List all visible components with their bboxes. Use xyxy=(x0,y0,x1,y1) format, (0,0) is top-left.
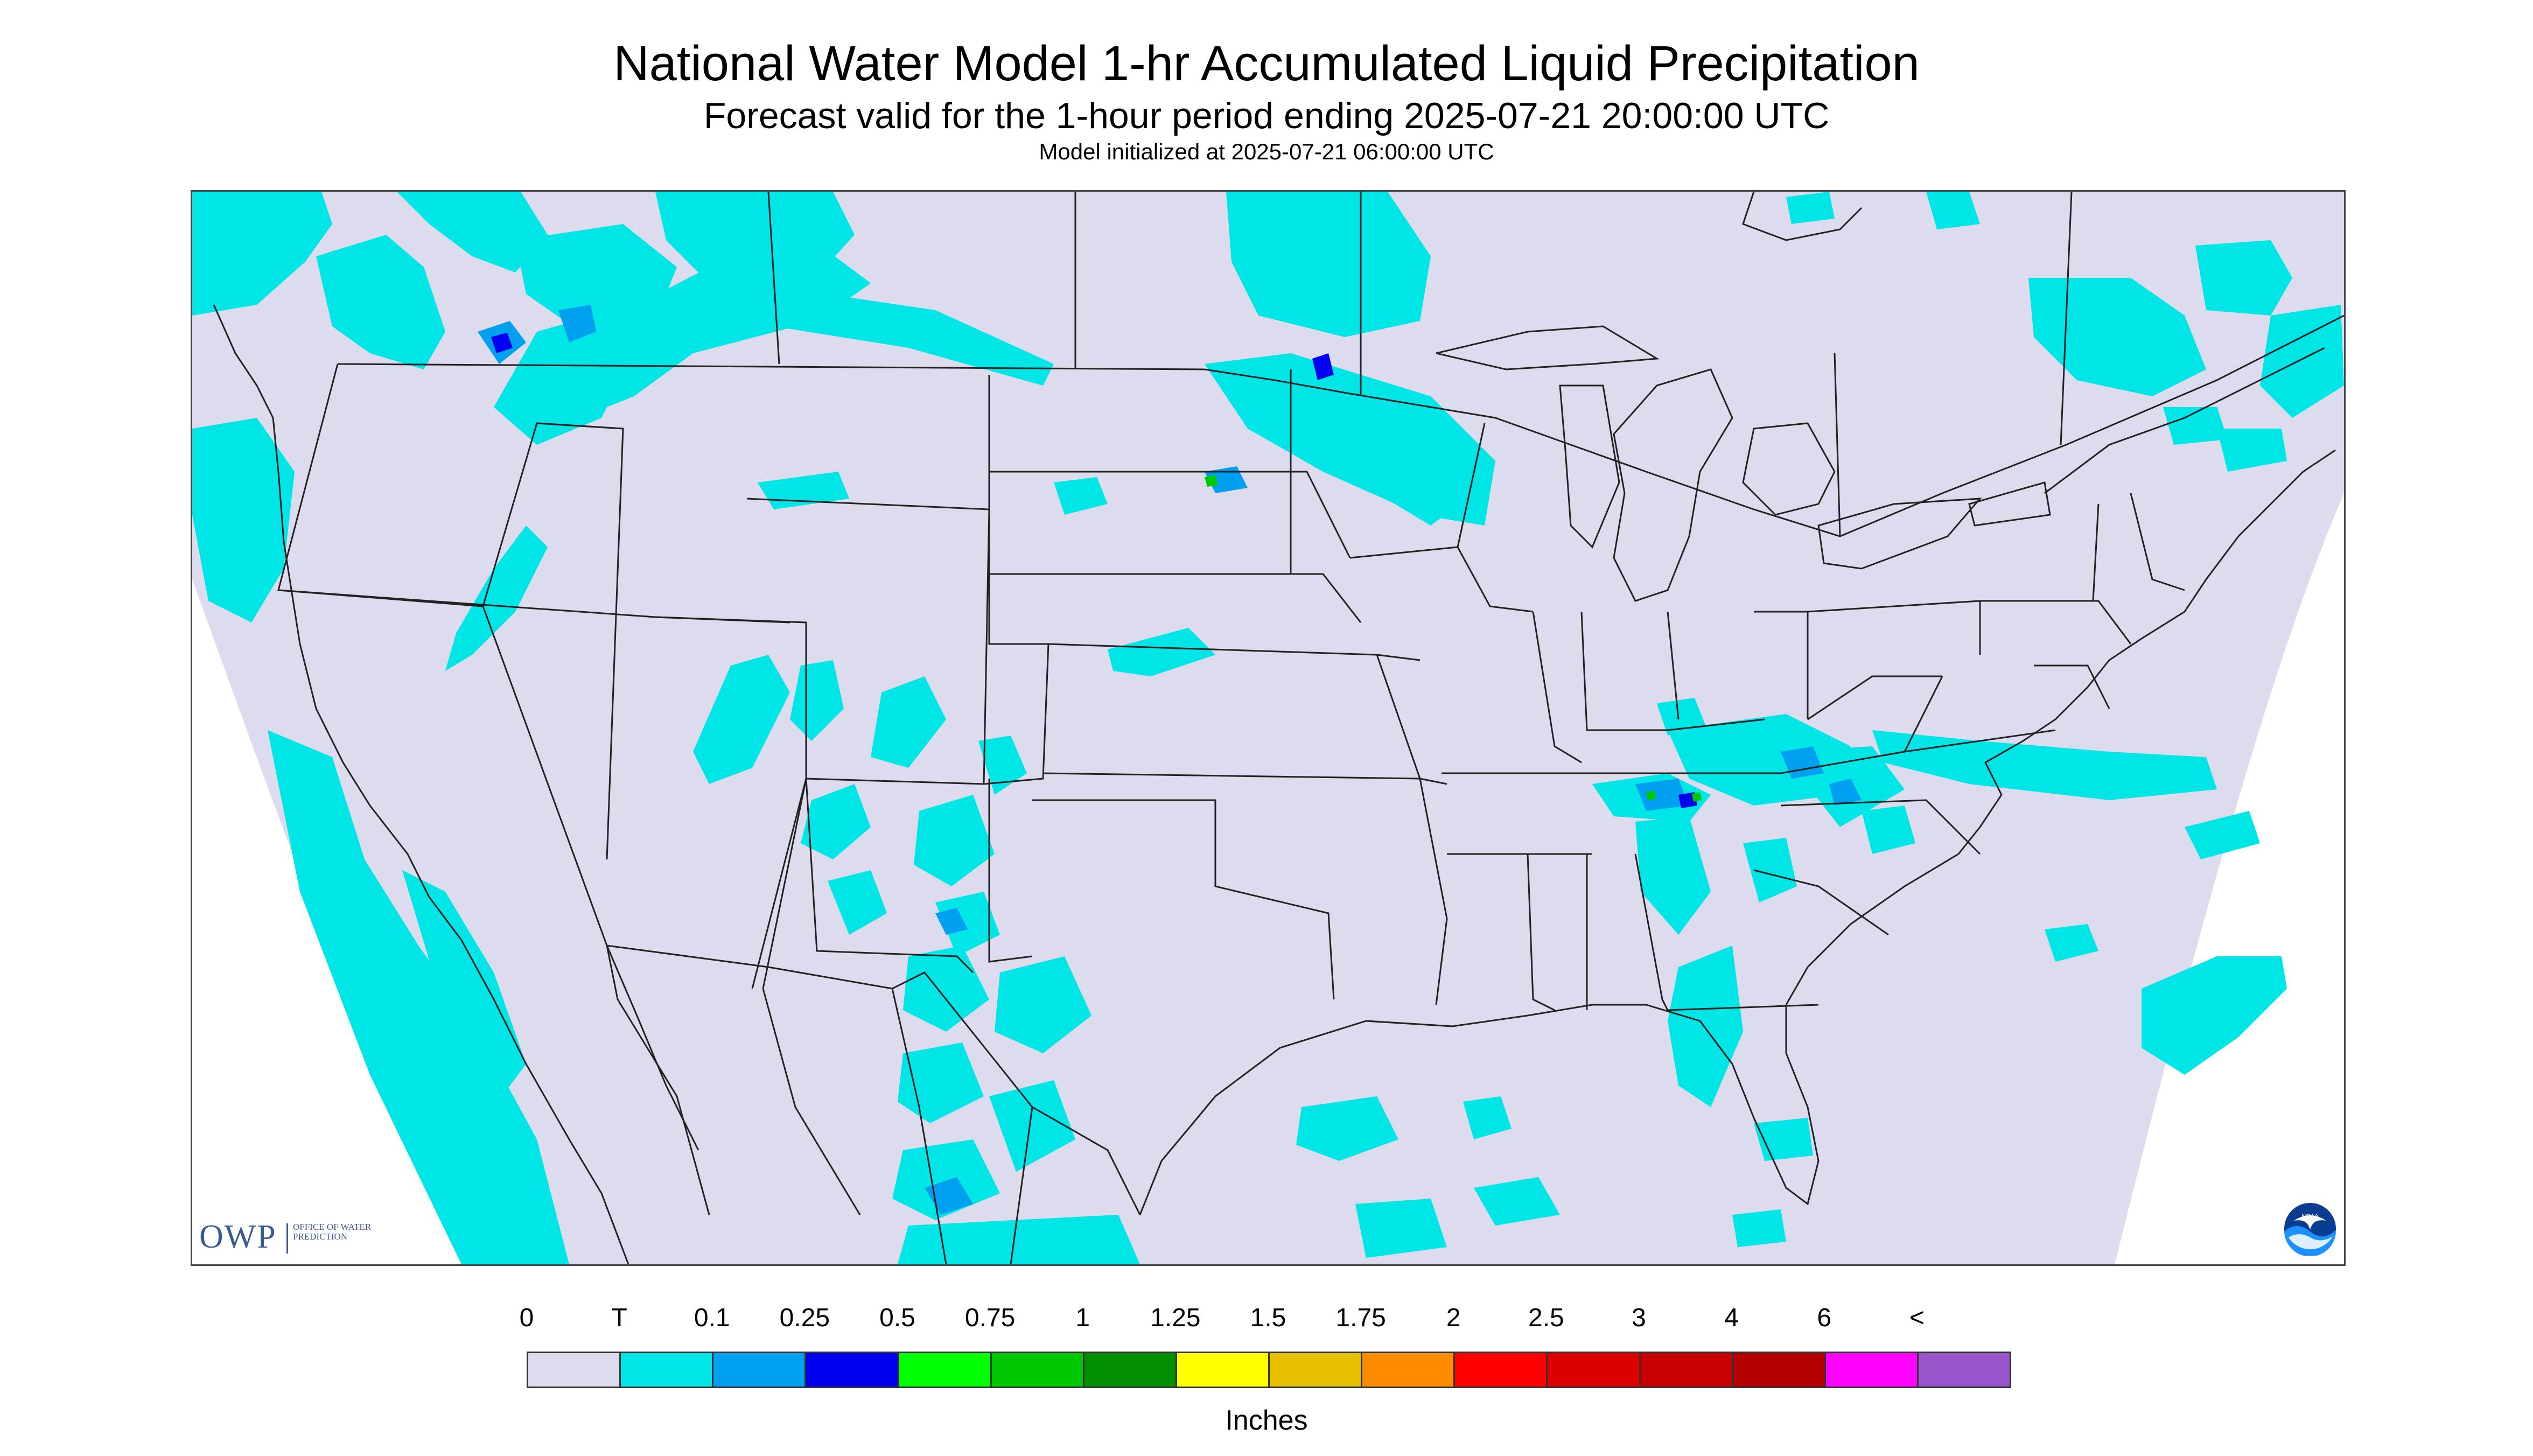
legend-tick-label: 1 xyxy=(1075,1304,1090,1332)
legend-tick-label: 0 xyxy=(519,1304,534,1332)
precip-heavy-areas xyxy=(1205,475,1702,802)
legend-bin xyxy=(1916,1352,2011,1388)
legend-bin xyxy=(897,1352,992,1388)
legend-tick-label: 1.75 xyxy=(1335,1304,1386,1332)
legend-tick-label: 0.25 xyxy=(779,1304,830,1332)
legend-bin xyxy=(1824,1352,1919,1388)
legend-unit-label: Inches xyxy=(1225,1405,1308,1436)
owp-abbrev: OWP xyxy=(199,1219,277,1255)
legend-bin xyxy=(1639,1352,1733,1388)
legend-tick-label: < xyxy=(1909,1304,1925,1332)
legend-bin xyxy=(712,1352,807,1388)
legend-bin xyxy=(1546,1352,1641,1388)
map-subtitle: Forecast valid for the 1-hour period end… xyxy=(703,95,1830,136)
legend-bin xyxy=(619,1352,714,1388)
legend-tick-label: 2 xyxy=(1446,1304,1461,1332)
legend-bin xyxy=(1453,1352,1548,1388)
precipitation-map xyxy=(191,190,2346,1266)
legend-tick-label: 2.5 xyxy=(1528,1304,1564,1332)
precip-legend xyxy=(527,1352,2011,1388)
legend-tick-label: 0.1 xyxy=(694,1304,730,1332)
noaa-logo: NOAA xyxy=(2284,1203,2336,1256)
legend-bin xyxy=(990,1352,1084,1388)
legend-bin xyxy=(1361,1352,1456,1388)
noaa-wordmark: NOAA xyxy=(2301,1213,2319,1220)
legend-tick-label: 1.25 xyxy=(1150,1304,1201,1332)
legend-tick-label: 6 xyxy=(1817,1304,1832,1332)
map-canvas xyxy=(192,192,2344,1264)
model-domain xyxy=(192,192,2344,1264)
map-title: National Water Model 1-hr Accumulated Li… xyxy=(613,36,1920,91)
model-init-line: Model initialized at 2025-07-21 06:00:00… xyxy=(1039,139,1494,164)
legend-bin xyxy=(527,1352,621,1388)
owp-logo-divider xyxy=(286,1223,288,1254)
legend-tick-label: 0.5 xyxy=(879,1304,915,1332)
legend-bin xyxy=(1731,1352,1826,1388)
precip-trace-areas xyxy=(192,192,2344,1264)
legend-bin xyxy=(1175,1352,1270,1388)
political-boundaries xyxy=(277,192,2344,1264)
legend-bin xyxy=(1082,1352,1177,1388)
owp-name: OFFICE OF WATER PREDICTION xyxy=(293,1222,372,1242)
legend-tick-label: 1.5 xyxy=(1250,1304,1286,1332)
coastlines-and-lakes xyxy=(213,192,2336,1264)
legend-tick-label: T xyxy=(611,1304,627,1332)
precip-moderate-areas xyxy=(491,333,1697,808)
legend-tick-label: 3 xyxy=(1632,1304,1646,1332)
legend-tick-label: 4 xyxy=(1724,1304,1739,1332)
legend-bin xyxy=(1268,1352,1363,1388)
legend-bin xyxy=(804,1352,899,1388)
legend-tick-label: 0.75 xyxy=(964,1304,1016,1332)
